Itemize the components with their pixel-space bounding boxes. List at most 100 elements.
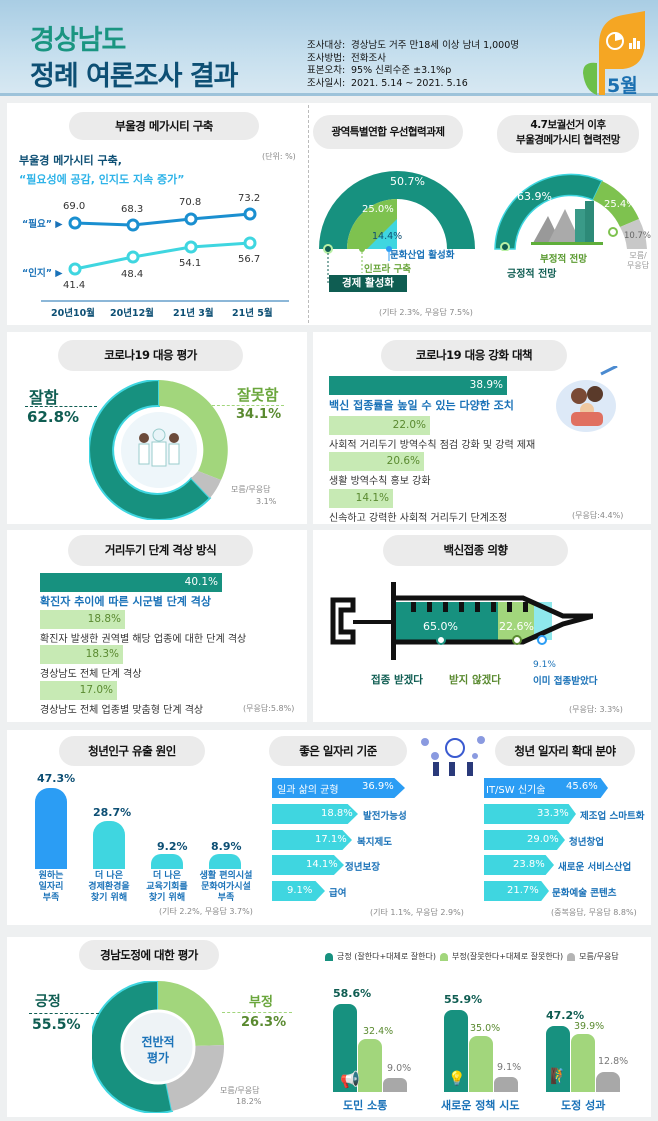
gov-pos-value: 55.5% — [32, 1017, 81, 1033]
outflow-label-3: 더 나은 교육기회를 찾기 위해 — [146, 871, 188, 903]
goodjob-bar-3 — [272, 830, 352, 850]
climber-icon: 🧗 — [550, 1067, 569, 1085]
lightbulb-icon: 💡 — [448, 1071, 466, 1087]
priority-label-infra: 인프라 구축 — [364, 264, 412, 275]
priority-label-economy: 경제 활성화 — [329, 275, 407, 292]
info-date: 조사일시: 2021. 5.14 ~ 2021. 5.16 — [307, 77, 468, 89]
outflow-label-4: 생활 편의시설 문화여가시설 부족 — [199, 871, 253, 903]
outflow-value-4: 8.9% — [211, 840, 242, 853]
youthjob-bar-1 — [484, 778, 608, 798]
survey-info: 조사대상: 경상남도 거주 만18세 이상 남녀 1,000명 조사방법: 전화조사… — [307, 40, 519, 90]
youthjob-label-4: 새로운 서비스산업 — [558, 862, 632, 873]
x-tick-4: 21년 5월 — [232, 308, 273, 319]
network-people-illustration — [421, 736, 485, 776]
vaccine-will-value: 65.0% — [423, 620, 458, 633]
priority-title: 광역특별연합 우선협력과제 — [313, 115, 463, 149]
measure-label-3: 생활 방역수칙 홍보 강화 — [329, 476, 431, 487]
g3-pos-bar — [546, 1026, 570, 1092]
g1-neg-bar — [358, 1039, 382, 1092]
info-target: 조사대상: 경상남도 거주 만18세 이상 남녀 1,000명 — [307, 40, 520, 51]
leaf-chart-icon — [583, 11, 645, 95]
priority-value-infra: 25.0% — [362, 204, 394, 215]
vaccine-note: (무응답: 3.3%) — [569, 705, 623, 714]
month-label: 5월 — [607, 75, 638, 97]
covid-measures-panel: 코로나19 대응 강화 대책 38.9% 백신 접종률을 높일 수 있는 다양한… — [313, 332, 651, 524]
aware-value-1: 41.4 — [63, 280, 86, 291]
covid-measures-title: 코로나19 대응 강화 대책 — [381, 340, 567, 371]
goodjob-bar-2 — [272, 804, 358, 824]
measure-label-1: 백신 접종률을 높일 수 있는 다양한 조치 — [329, 399, 514, 412]
youthjob-bar-4 — [484, 855, 554, 875]
need-value-2: 68.3 — [121, 204, 144, 215]
distancing-bar-1: 40.1% — [40, 573, 222, 592]
vaccine-done-value: 9.1% — [533, 660, 556, 670]
megacity-headline1: 부울경 메가시티 구축, — [19, 154, 122, 167]
gov-pos-label: 긍정 — [35, 994, 61, 1010]
g1-label: 도민 소통 — [343, 1099, 388, 1112]
vaccine-panel: 백신접종 의향 65.0% 22.6% 9.1% 접종 받겠다 받지 않겠다 이… — [313, 530, 651, 722]
measure-label-4: 신속하고 강력한 사회적 거리두기 단계조정 — [329, 513, 508, 524]
g3-neg-bar — [571, 1034, 595, 1092]
distancing-title: 거리두기 단계 격상 방식 — [68, 535, 253, 566]
info-method: 조사방법: 전화조사 — [307, 52, 386, 64]
goodjob-value-5: 9.1% — [287, 885, 313, 896]
youthjob-label-3: 청년창업 — [569, 837, 604, 848]
goodjob-value-3: 17.1% — [315, 834, 347, 845]
g1-pos-bar — [333, 1004, 357, 1092]
youthjob-value-2: 33.3% — [537, 808, 569, 819]
gov-eval-title: 경남도정에 대한 평가 — [79, 940, 219, 970]
info-error: 표본오차: 95% 신뢰수준 ±3.1%p — [307, 65, 452, 76]
g2-pos-bar — [444, 1010, 468, 1092]
gov-eval-panel: 경남도정에 대한 평가 전반적 평가 긍정 55.5% 부정 26.3% 모름/… — [7, 937, 651, 1117]
need-value-1: 69.0 — [63, 201, 86, 212]
good-leader-line — [25, 406, 97, 407]
youthjob-bar-2 — [484, 804, 576, 824]
outlook-label-negative: 부정적 전망 — [540, 254, 588, 265]
outlook-value-dk: 10.7% — [624, 231, 652, 241]
priority-semicircle-chart — [319, 171, 475, 283]
outlook-label-dk: 모름/ 무응답 — [627, 251, 650, 270]
x-tick-3: 21년 3월 — [173, 308, 214, 319]
youthjob-note: (중복응답, 무응답 8.8%) — [551, 908, 637, 917]
outflow-bar-1 — [35, 788, 67, 869]
goodjob-label-3: 복지제도 — [357, 837, 392, 848]
distancing-bar-3: 18.3% — [40, 645, 123, 664]
measure-bar-2: 22.0% — [329, 416, 430, 435]
legend-swatch-positive — [325, 952, 333, 961]
vaccine-will-label: 접종 받겠다 — [371, 674, 423, 686]
distancing-bar-2: 18.8% — [40, 610, 125, 629]
goodjob-value-2: 18.8% — [321, 808, 353, 819]
outlook-value-positive: 63.9% — [517, 190, 552, 203]
g2-dk-value: 9.1% — [497, 1062, 522, 1073]
outflow-label-2: 더 나은 경제환경을 찾기 위해 — [88, 871, 130, 903]
g2-label: 새로운 정책 시도 — [441, 1099, 520, 1112]
youthjob-label-2: 제조업 스마트화 — [580, 811, 645, 822]
outflow-bar-3 — [151, 854, 183, 869]
megacity-title: 부울경 메가시티 구축 — [69, 112, 259, 140]
distancing-label-2: 확진자 발생한 권역별 해당 업종에 대한 단계 격상 — [40, 634, 247, 645]
goodjob-note: (기타 1.1%, 무응답 2.9%) — [370, 908, 464, 917]
covid-eval-panel: 코로나19 대응 평가 잘함 62.8% 잘못함 34.1% 모름/무응답 3.… — [7, 332, 307, 524]
measure-bar-3: 20.6% — [329, 452, 424, 471]
vaccine-wont-value: 22.6% — [499, 620, 534, 633]
g3-pos-value: 47.2% — [546, 1009, 585, 1022]
aware-value-4: 56.7 — [238, 254, 261, 265]
outlook-title: 4.7보궐선거 이후 부울경메가시티 협력전망 — [497, 115, 639, 153]
youthjob-value-1: 45.6% — [566, 781, 598, 792]
megaphone-icon: 📢 — [340, 1070, 360, 1089]
priority-value-economy: 50.7% — [390, 175, 425, 188]
vaccine-done-label: 이미 접종받았다 — [533, 676, 598, 687]
priority-label-culture: 문화산업 활성화 — [390, 250, 455, 261]
youthjob-value-3: 29.0% — [527, 834, 559, 845]
pos-leader-line — [29, 1013, 99, 1014]
title-line1: 경상남도 — [30, 25, 126, 56]
youth-jobs-title: 청년 일자리 확대 분야 — [495, 736, 635, 766]
gov-neg-label: 부정 — [249, 995, 273, 1010]
family-illustration — [556, 366, 618, 432]
goodjob-label-5: 급여 — [329, 888, 347, 899]
outflow-value-2: 28.7% — [93, 806, 132, 819]
distancing-label-3: 경상남도 전체 단계 격상 — [40, 669, 142, 680]
goodjob-bar-1 — [272, 778, 405, 798]
series-label-need: “필요” ▶ — [22, 219, 63, 230]
gov-eval-donut — [92, 981, 224, 1113]
